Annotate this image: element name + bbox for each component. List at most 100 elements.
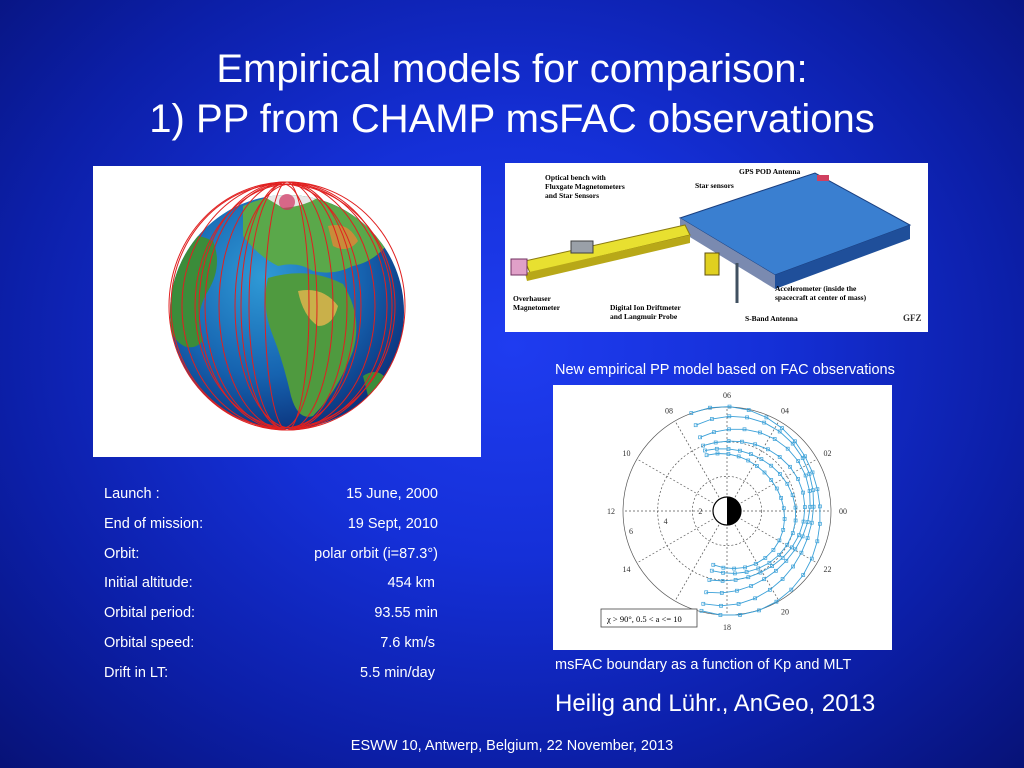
trace-marker [742,427,747,432]
trace-marker [793,518,798,523]
trace-marker [709,568,714,573]
trace-marker [710,417,714,421]
trace-marker [780,577,785,581]
fact-row: Initial altitude: 454 km [104,575,438,605]
trace-marker [790,531,795,535]
legend-box [600,608,698,628]
trace-marker [755,464,759,468]
mlt-tick-label: 02 [823,449,831,458]
fact-label: Drift in LT: [104,664,169,681]
overhauser-magnetometer [510,258,528,276]
trace-marker [727,414,732,419]
mlt-tick-label: 06 [723,391,731,400]
mlt-tick-label: 20 [781,607,789,616]
trace-marker [784,558,789,563]
trace-marker [719,603,723,608]
trace-marker [733,578,738,582]
trace-marker [726,447,731,451]
fact-label: Orbital speed: [104,634,195,651]
trace-marker [810,470,815,475]
orbit-tracks [168,181,406,431]
trace-marker [759,457,764,461]
trace-marker [763,556,768,560]
trace-marker [771,548,776,552]
colatitude-label: 2 [698,507,702,516]
title-line-2: 1) PP from CHAMP msFAC observations [149,97,875,141]
trace-marker [774,568,778,573]
caption-new-model: New empirical PP model based on FAC obse… [555,362,895,378]
trace-marker [769,463,774,468]
trace-marker [707,578,712,582]
trace-marker [732,571,737,576]
trace-marker [753,442,757,447]
optical-bench [570,240,594,254]
trace-marker [772,437,777,441]
trace-marker [785,446,790,451]
label-gps: GPS POD Antenna [739,167,801,176]
mlt-tick-label: 12 [607,507,615,516]
mission-facts-table: Launch : 15 June, 2000 End of mission: 19 … [104,486,438,695]
caption-msfac: msFAC boundary as a function of Kp and M… [555,657,852,673]
trace-marker [721,565,726,570]
slide-footer: ESWW 10, Antwerp, Belgium, 22 November, … [350,738,674,754]
label-optical-bench-3: and Star Sensors [545,191,599,200]
trace-marker [693,423,698,428]
trace-marker [743,565,747,570]
label-ion-drift-1: Digital Ion Driftmeter [610,303,681,312]
trace-marker [758,430,762,435]
trace-marker [770,564,774,568]
trace-marker [689,411,694,415]
champ-orbit-globe-image [93,166,481,457]
label-optical-bench-2: Fluxgate Magnetometers [545,182,625,191]
trace-marker [800,534,805,539]
fact-value: 5.5 min/day [360,664,435,681]
trace-marker [777,538,782,543]
trace-marker [762,577,766,582]
trace-marker [796,477,800,481]
trace-marker [749,452,753,456]
trace-marker [811,504,816,509]
trace-marker [732,566,737,571]
trace-marker [768,587,772,592]
label-star-sensors: Star sensors [695,181,734,190]
trace-marker [805,536,810,540]
trace-marker [746,458,751,463]
mlt-tick-label: 10 [623,449,631,458]
trace-marker [811,488,815,493]
reference-citation: Heilig and Lühr., AnGeo, 2013 [555,690,876,717]
trace-marker [740,439,744,444]
trace-marker [815,487,820,492]
trace-marker [703,448,707,453]
gps-pod-antenna [817,175,829,181]
globe-figure [168,181,406,431]
fact-value: polar orbit (i=87.3°) [314,545,438,562]
trace-marker [762,470,767,475]
trace-marker [790,441,795,446]
trace-marker [746,408,751,412]
grid-spoke [726,510,780,602]
north-pole-crossings [279,194,295,210]
trace-marker [749,584,753,588]
fact-value: 93.55 min [374,605,438,622]
boundary-trace [702,440,806,582]
fact-label: End of mission: [104,515,204,532]
trace-marker [801,490,805,495]
trace-marker [735,588,739,593]
trace-marker [780,555,785,560]
trace-marker [809,520,814,525]
legend-text: χ > 90°, 0.5 < a <= 10 [606,614,682,624]
night-side-shading [727,497,741,525]
boom [524,224,691,274]
polar-plot-figure: 060810121416182022000204246 χ > 90°, 0.5… [600,391,847,632]
trace-marker [727,427,731,432]
trace-marker [805,520,810,524]
trace-marker [777,455,782,459]
trace-marker [712,430,716,434]
mlt-tick-label: 18 [723,623,731,632]
trace-marker [714,446,719,451]
trace-marker [797,533,801,538]
trace-marker [803,473,808,478]
trace-marker [718,613,723,617]
fact-row: Drift in LT: 5.5 min/day [104,665,438,695]
fact-label: Initial altitude: [104,575,193,592]
